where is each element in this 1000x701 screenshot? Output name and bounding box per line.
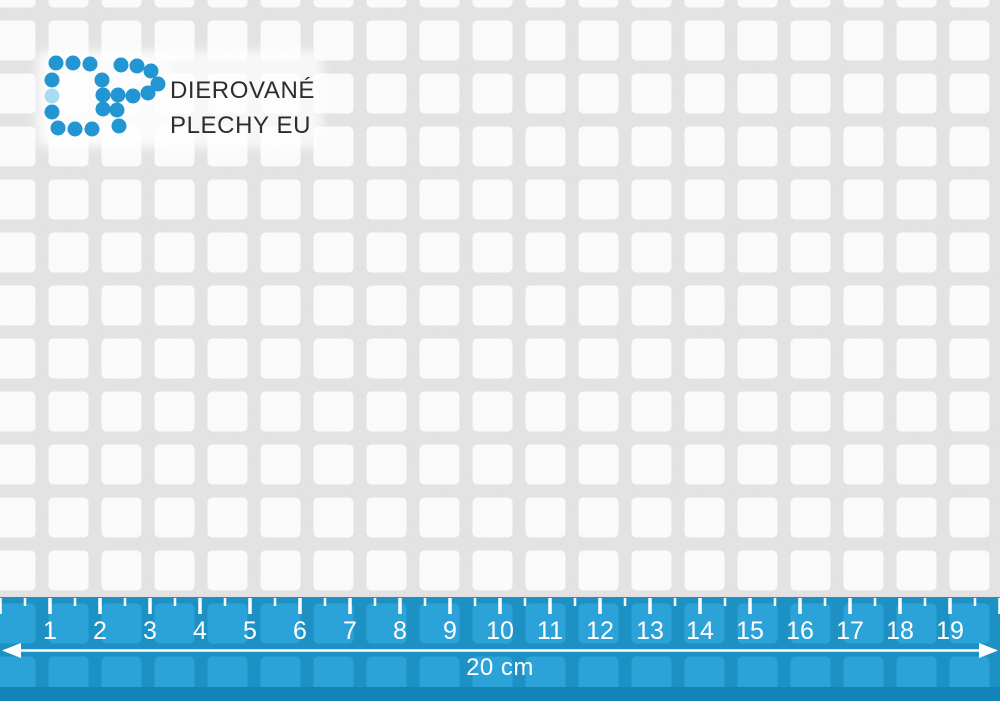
- ruler-number: 5: [243, 617, 257, 645]
- logo-dot: [143, 63, 159, 79]
- ruler-tick-minor: [123, 598, 127, 606]
- ruler-tick-major: [198, 598, 202, 614]
- ruler-number: 17: [836, 617, 864, 645]
- ruler-tick-minor: [223, 598, 227, 606]
- ruler-tick-minor: [23, 598, 27, 606]
- ruler-tick-minor: [923, 598, 927, 606]
- logo-dot: [94, 72, 110, 88]
- ruler-tick-minor: [973, 598, 977, 606]
- brand-name-line1: DIEROVANÉ: [170, 77, 315, 104]
- ruler-number: 11: [537, 617, 563, 645]
- logo-dot: [125, 88, 141, 104]
- logo-dot: [82, 56, 98, 72]
- ruler-tick-major: [798, 598, 802, 614]
- ruler-number: 12: [586, 617, 614, 645]
- ruler-tick-major: [698, 598, 702, 614]
- dimension-arrow: [2, 643, 998, 658]
- ruler-number: 15: [736, 617, 764, 645]
- ruler-tick-minor: [73, 598, 77, 606]
- ruler-number: 9: [443, 617, 457, 645]
- ruler-number: 10: [486, 617, 514, 645]
- ruler-tick-major: [498, 598, 502, 614]
- ruler-number: 6: [293, 617, 307, 645]
- ruler-tick-major: [148, 598, 152, 614]
- ruler-tick-major: [748, 598, 752, 614]
- ruler-number: 4: [193, 617, 207, 645]
- ruler-number: 8: [393, 617, 407, 645]
- ruler-number: 7: [343, 617, 357, 645]
- ruler-tick-minor: [473, 598, 477, 606]
- ruler-tick-major: [548, 598, 552, 614]
- logo-dot: [44, 88, 60, 104]
- brand-wordmark: DIEROVANÉ PLECHY EU: [170, 79, 315, 138]
- ruler-total-length-label: 20 cm: [466, 654, 534, 681]
- ruler-number: 1: [43, 617, 57, 645]
- logo-dot: [129, 58, 145, 74]
- ruler-tick-major: [0, 598, 2, 614]
- ruler-tick-minor: [573, 598, 577, 606]
- logo-dot: [109, 102, 125, 118]
- logo-dot: [50, 120, 66, 136]
- ruler-number: 2: [93, 617, 107, 645]
- ruler-tick-major: [348, 598, 352, 614]
- ruler-tick-minor: [373, 598, 377, 606]
- logo-dot: [44, 104, 60, 120]
- logo-dot: [84, 121, 100, 137]
- ruler-number: 19: [936, 617, 964, 645]
- logo-dot: [111, 118, 127, 134]
- ruler-tick-major: [398, 598, 402, 614]
- ruler-cm-numbers: 1 2 3 4 5 6 7 8 9 10 11 12 13 14 15 16 17 18 19: [43, 617, 964, 645]
- ruler-tick-major: [648, 598, 652, 614]
- brand-name-line2: PLECHY EU: [170, 112, 312, 139]
- dp-dot-matrix-logo-icon: [44, 55, 166, 137]
- ruler-tick-major: [848, 598, 852, 614]
- logo-dot: [65, 55, 81, 71]
- ruler-tick-minor: [423, 598, 427, 606]
- ruler-tick-minor: [773, 598, 777, 606]
- ruler-tick-minor: [723, 598, 727, 606]
- ruler-tick-major: [48, 598, 52, 614]
- ruler-tick-major: [998, 598, 1000, 614]
- ruler-footer-band: [0, 687, 1000, 701]
- logo-dot: [110, 87, 126, 103]
- logo-dot: [44, 72, 60, 88]
- ruler-tick-major: [98, 598, 102, 614]
- ruler-number: 3: [143, 617, 157, 645]
- ruler-tick-minor: [823, 598, 827, 606]
- logo-dot: [113, 57, 129, 73]
- ruler-number: 13: [636, 617, 664, 645]
- logo-dot: [140, 85, 156, 101]
- logo-dot: [48, 55, 64, 71]
- ruler-tick-minor: [273, 598, 277, 606]
- ruler-tick-minor: [523, 598, 527, 606]
- logo-dot: [150, 76, 166, 92]
- logo-dot: [95, 87, 111, 103]
- ruler-tick-minor: [873, 598, 877, 606]
- ruler-tick-minor: [623, 598, 627, 606]
- ruler-number: 16: [786, 617, 814, 645]
- ruler-tick-major: [948, 598, 952, 614]
- ruler-tick-minor: [673, 598, 677, 606]
- ruler-tick-major: [448, 598, 452, 614]
- logo-dot: [67, 121, 83, 137]
- ruler-tick-major: [248, 598, 252, 614]
- ruler-tick-major: [298, 598, 302, 614]
- ruler-tick-minor: [173, 598, 177, 606]
- arrowhead-left-icon: [2, 643, 21, 658]
- arrowhead-right-icon: [979, 643, 998, 658]
- ruler-tick-marks: [0, 598, 1000, 614]
- ruler-tick-major: [598, 598, 602, 614]
- logo-dot: [95, 101, 111, 117]
- ruler-number: 18: [886, 617, 914, 645]
- ruler-tick-minor: [323, 598, 327, 606]
- ruler-tick-major: [898, 598, 902, 614]
- measuring-ruler: 1 2 3 4 5 6 7 8 9 10 11 12 13 14 15 16 17 18 19: [0, 597, 1000, 701]
- ruler-number: 14: [686, 617, 714, 645]
